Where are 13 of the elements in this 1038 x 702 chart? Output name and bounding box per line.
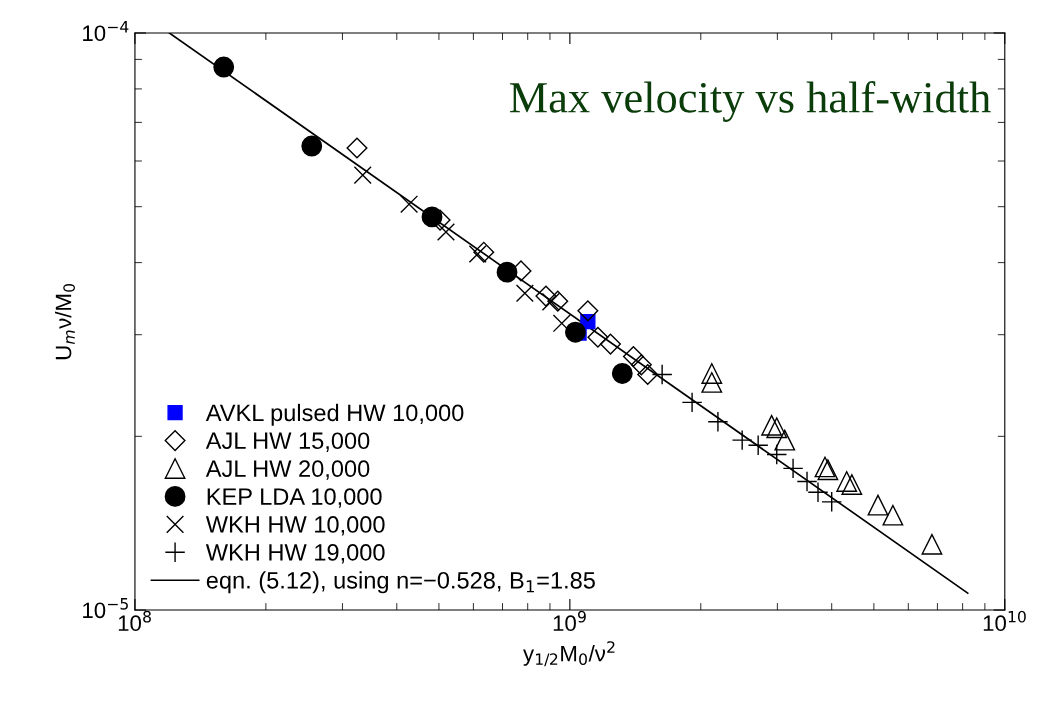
- y-axis-title: U$_{m}$ν/M$_{0}$: [55, 283, 75, 360]
- x-axis-title: y$_{1/2}$M$_{0}$/ν$^{2}$: [523, 641, 615, 667]
- legend-label: WKH HW 19,000: [205, 544, 385, 564]
- legend-label: eqn. (5.12), using n=−0.528, B$_{1}$=1.85: [206, 571, 595, 594]
- legend-label: AJL HW 15,000: [205, 432, 370, 452]
- x-tick-label: 10$^{10}$: [983, 610, 1026, 632]
- legend-label: KEP LDA 10,000: [207, 488, 382, 508]
- legend-label: AVKL pulsed HW 10,000: [205, 403, 464, 426]
- legend-label: AJL HW 20,000: [205, 460, 370, 480]
- text: Max velocity vs half-width: [509, 81, 991, 122]
- x-tick-label: 10$^{9}$: [553, 610, 586, 632]
- legend-label: WKH HW 10,000: [205, 516, 385, 536]
- y-tick-label: 10$^{−4}$: [83, 21, 129, 42]
